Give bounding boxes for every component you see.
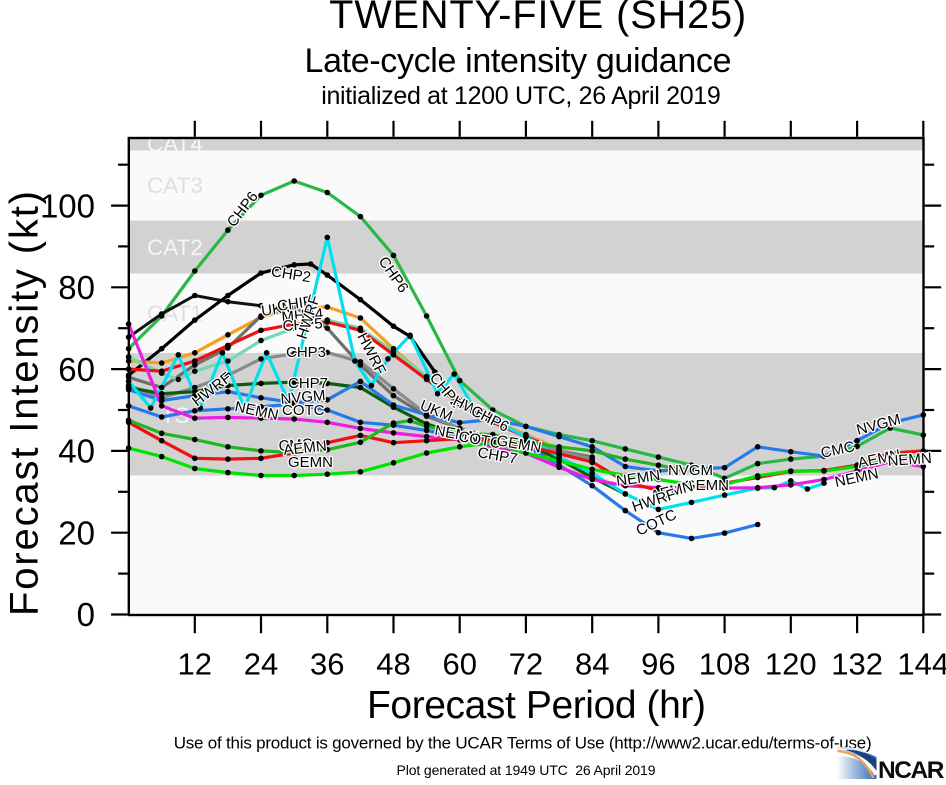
- svg-text:96: 96: [641, 647, 675, 682]
- svg-text:24: 24: [244, 647, 278, 682]
- svg-text:CMC: CMC: [278, 436, 313, 455]
- svg-text:MHB4: MHB4: [281, 305, 324, 326]
- svg-text:Forecast Intensity (kt): Forecast Intensity (kt): [3, 191, 47, 616]
- svg-text:144: 144: [897, 647, 946, 682]
- svg-text:GEMN: GEMN: [684, 477, 729, 494]
- svg-text:40: 40: [58, 433, 95, 470]
- svg-text:CAT3: CAT3: [147, 173, 203, 198]
- svg-text:COTC: COTC: [282, 402, 325, 419]
- svg-text:72: 72: [509, 647, 543, 682]
- svg-text:132: 132: [831, 647, 883, 682]
- svg-text:84: 84: [575, 647, 609, 682]
- svg-text:Plot generated at 1949 UTC 26: Plot generated at 1949 UTC 26 April 2019: [397, 762, 656, 778]
- svg-text:Forecast Period (hr): Forecast Period (hr): [367, 684, 706, 727]
- svg-text:CAT4: CAT4: [147, 132, 203, 157]
- svg-text:GEMN: GEMN: [288, 454, 333, 471]
- svg-text:NVGM: NVGM: [668, 462, 713, 479]
- svg-text:120: 120: [765, 647, 817, 682]
- svg-text:NEMN: NEMN: [615, 467, 661, 490]
- svg-text:108: 108: [699, 647, 751, 682]
- svg-text:80: 80: [58, 269, 95, 306]
- svg-text:48: 48: [376, 647, 410, 682]
- svg-text:12: 12: [178, 647, 212, 682]
- svg-text:TWENTY-FIVE (SH25): TWENTY-FIVE (SH25): [329, 0, 746, 37]
- svg-text:60: 60: [442, 647, 476, 682]
- svg-text:60: 60: [58, 351, 95, 388]
- svg-text:CHP7: CHP7: [288, 375, 328, 392]
- svg-text:Use of this product is governe: Use of this product is governed by the U…: [174, 734, 872, 753]
- svg-text:36: 36: [310, 647, 344, 682]
- svg-text:100: 100: [40, 187, 95, 224]
- svg-text:Late-cycle intensity guidance: Late-cycle intensity guidance: [305, 42, 732, 80]
- svg-text:CHP3: CHP3: [286, 344, 326, 361]
- svg-text:0: 0: [77, 596, 95, 633]
- svg-text:20: 20: [58, 514, 95, 551]
- svg-text:CHP5: CHP5: [282, 315, 323, 335]
- svg-text:NEMN: NEMN: [887, 450, 932, 470]
- svg-text:initialized at 1200 UTC, 26 Ap: initialized at 1200 UTC, 26 April 2019: [321, 82, 721, 110]
- svg-text:NVGM: NVGM: [280, 387, 326, 408]
- svg-text:NCAR: NCAR: [878, 757, 945, 780]
- svg-text:CAT2: CAT2: [147, 235, 203, 260]
